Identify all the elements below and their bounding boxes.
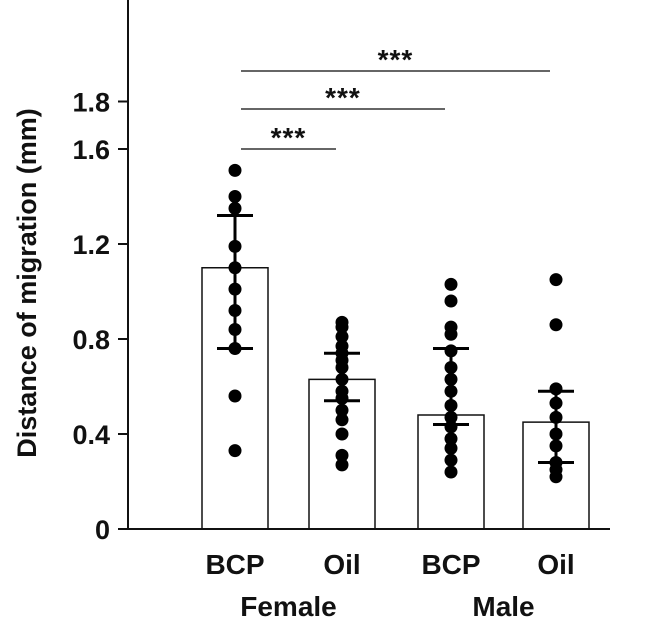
axis-labels: 0 0.4 0.8 1.2 1.6 1.8 BCP Oil BCP Oil Female Male (72, 88, 574, 623)
data-point-0-3 (228, 239, 242, 253)
data-point-3-4 (549, 410, 563, 424)
y-tick-label-5: 1.8 (72, 88, 110, 118)
bars (201, 267, 590, 530)
data-point-2-11 (444, 432, 458, 446)
data-point-0-10 (228, 444, 242, 458)
y-tick-label-4: 1.6 (72, 135, 110, 165)
data-point-0-9 (228, 389, 242, 403)
data-point-3-2 (549, 382, 563, 396)
data-point-3-5 (549, 427, 563, 441)
data-point-1-1 (335, 320, 349, 334)
data-point-2-14 (444, 465, 458, 479)
data-point-2-12 (444, 441, 458, 455)
data-point-1-14 (335, 458, 349, 472)
data-points (228, 163, 563, 484)
data-point-3-9 (549, 470, 563, 484)
data-point-1-13 (335, 448, 349, 462)
data-point-0-2 (228, 201, 242, 215)
significance-label-1: *** (325, 82, 361, 113)
data-point-2-13 (444, 453, 458, 467)
data-point-0-8 (228, 342, 242, 355)
significance-brackets: *** *** *** (241, 44, 550, 153)
data-point-1-12 (335, 427, 349, 441)
data-point-2-6 (444, 372, 458, 386)
data-point-3-0 (549, 273, 563, 287)
data-point-3-1 (549, 318, 563, 332)
data-point-2-9 (444, 410, 458, 424)
data-point-0-5 (228, 282, 242, 296)
data-point-0-6 (228, 304, 242, 317)
data-point-2-10 (444, 420, 458, 434)
data-point-1-10 (335, 403, 349, 417)
data-point-0-7 (228, 323, 242, 336)
data-point-2-3 (444, 327, 458, 341)
category-label-1: Oil (323, 549, 360, 580)
y-tick-label-3: 1.2 (72, 230, 110, 260)
category-label-2: BCP (421, 549, 480, 580)
data-point-1-6 (335, 361, 349, 374)
category-label-3: Oil (537, 549, 574, 580)
data-point-1-2 (335, 330, 349, 344)
group-label-0: Female (240, 591, 337, 622)
significance-label-0: *** (271, 122, 307, 153)
data-point-2-8 (444, 399, 458, 412)
error-bars (217, 214, 574, 464)
data-point-2-7 (444, 384, 458, 398)
y-tick-label-0: 0 (95, 515, 110, 545)
group-label-1: Male (472, 591, 534, 622)
data-point-3-3 (549, 396, 563, 410)
data-point-2-4 (444, 344, 458, 358)
significance-label-2: *** (378, 44, 414, 75)
data-point-1-7 (335, 372, 349, 386)
data-point-2-0 (444, 277, 458, 291)
data-point-2-1 (444, 294, 458, 308)
y-axis-label: Distance of migration (mm) (12, 108, 42, 458)
data-point-0-0 (228, 163, 242, 177)
y-tick-label-2: 0.8 (72, 325, 110, 355)
data-point-2-5 (444, 361, 458, 374)
data-point-0-1 (228, 190, 242, 203)
data-point-1-11 (335, 413, 349, 427)
y-tick-label-1: 0.4 (72, 420, 110, 450)
data-point-3-6 (549, 439, 563, 453)
category-label-0: BCP (205, 549, 264, 580)
data-point-1-9 (335, 391, 349, 405)
axes (118, 0, 610, 530)
data-point-0-4 (228, 261, 242, 275)
